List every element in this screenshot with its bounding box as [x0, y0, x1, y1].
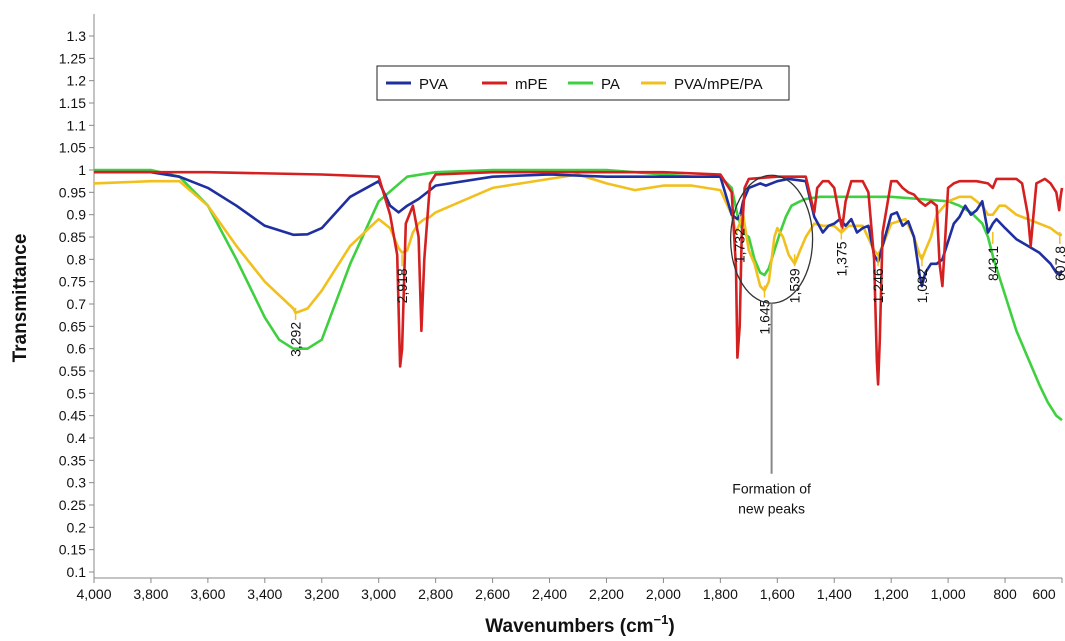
y-tick-label: 1.1: [67, 117, 87, 133]
x-tick-label: 2,600: [475, 586, 510, 602]
annotation-text-line1: Formation of: [732, 481, 811, 497]
y-tick-label: 0.35: [59, 452, 86, 468]
legend-label: PVA/mPE/PA: [674, 76, 763, 93]
series-line-mpe: [94, 170, 1064, 386]
legend-label: PVA: [419, 76, 448, 93]
peak-label: 1,092: [914, 268, 930, 303]
series-layer: [93, 168, 1064, 422]
x-ticks: 4,000 3,800 3,600 3,400 3,200 3,000 2,800 2,600…: [76, 578, 1063, 602]
legend-label: PA: [601, 76, 620, 93]
x-tick-label: 800: [993, 586, 1017, 602]
peak-labels: 3,292 2,918 1,732 1,645 1,539 1,375 1,246 1,092…: [288, 214, 1065, 357]
x-tick-label: 1,800: [703, 586, 738, 602]
legend: PVA mPE PA PVA/mPE/PA: [376, 65, 790, 101]
y-tick-label: 0.95: [59, 184, 86, 200]
annotation: Formation of new peaks: [729, 174, 814, 517]
x-tick-label: 600: [1032, 586, 1056, 602]
x-tick-label: 1,000: [931, 586, 966, 602]
x-tick-label: 3,400: [247, 586, 282, 602]
y-tick-label: 0.85: [59, 229, 86, 245]
y-tick-label: 0.7: [67, 296, 87, 312]
peak-label: 1,732: [732, 228, 748, 263]
y-tick-label: 0.5: [67, 385, 87, 401]
y-tick-label: 0.25: [59, 497, 86, 513]
peak-label: 1,539: [787, 268, 803, 303]
y-tick-label: 0.1: [67, 564, 87, 580]
peak-label: 3,292: [288, 322, 304, 357]
peak-label: 843.1: [985, 246, 1001, 281]
peak-label: 2,918: [394, 268, 410, 303]
y-tick-label: 0.2: [67, 519, 87, 535]
peak-label: 1,246: [870, 268, 886, 303]
y-tick-label: 1.3: [67, 28, 87, 44]
y-tick-label: 0.55: [59, 363, 86, 379]
y-tick-label: 0.75: [59, 274, 86, 290]
x-tick-label: 1,400: [817, 586, 852, 602]
legend-items: PVA mPE PA PVA/mPE/PA: [386, 76, 763, 93]
series-line-pa: [94, 168, 1063, 422]
x-tick-label: 3,200: [304, 586, 339, 602]
x-axis-title-main: Wavenumbers (cm: [485, 616, 653, 637]
y-tick-label: 1.2: [67, 73, 87, 89]
y-axis-title: Transmittance: [10, 234, 31, 363]
legend-label: mPE: [515, 76, 548, 93]
y-tick-label: 0.9: [67, 207, 87, 223]
y-tick-label: 0.8: [67, 251, 87, 267]
y-tick-label: 0.65: [59, 318, 86, 334]
y-tick-label: 0.4: [67, 430, 87, 446]
x-tick-label: 1,200: [874, 586, 909, 602]
y-ticks: 0.1 0.15 0.2 0.25 0.3 0.35 0.4 0.45 0.5 0.55 0.6 0.…: [59, 28, 94, 580]
peak-label: 1,645: [756, 299, 772, 334]
x-tick-label: 2,800: [418, 586, 453, 602]
x-tick-label: 2,200: [589, 586, 624, 602]
y-tick-label: 0.6: [67, 341, 87, 357]
x-tick-label: 2,000: [646, 586, 681, 602]
y-tick-label: 1.15: [59, 95, 86, 111]
peak-label: 1,375: [833, 241, 849, 276]
y-tick-label: 0.3: [67, 475, 87, 491]
x-tick-label: 4,000: [76, 586, 111, 602]
y-axis: 0.1 0.15 0.2 0.25 0.3 0.35 0.4 0.45 0.5 0.55 0.6 0.…: [59, 14, 95, 580]
y-tick-label: 0.45: [59, 408, 86, 424]
x-axis-title: Wavenumbers (cm−1): [485, 612, 674, 637]
y-tick-label: 1.05: [59, 140, 86, 156]
peak-label: 607.8: [1052, 246, 1065, 281]
x-axis-title-superscript: −1: [654, 612, 669, 627]
x-tick-label: 1,600: [760, 586, 795, 602]
x-tick-label: 2,400: [532, 586, 567, 602]
x-tick-label: 3,000: [361, 586, 396, 602]
y-tick-label: 0.15: [59, 542, 86, 558]
y-tick-label: 1: [78, 162, 86, 178]
x-tick-label: 3,800: [133, 586, 168, 602]
y-tick-label: 1.25: [59, 50, 86, 66]
x-axis: 4,000 3,800 3,600 3,400 3,200 3,000 2,800 2,600…: [76, 577, 1063, 602]
x-tick-label: 3,600: [190, 586, 225, 602]
annotation-text-line2: new peaks: [738, 501, 805, 517]
x-axis-title-close: ): [668, 616, 674, 637]
